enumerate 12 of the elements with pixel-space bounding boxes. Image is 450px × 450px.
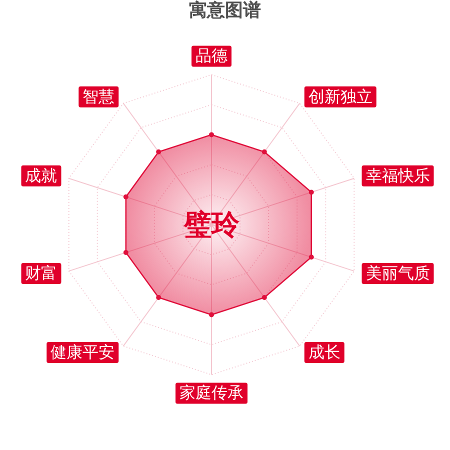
- spoke-label: 幸福快乐: [366, 166, 430, 185]
- annotations: 璧玲: [184, 209, 240, 240]
- spoke-label: 创新独立: [308, 88, 372, 106]
- spoke-label: 财富: [25, 264, 58, 283]
- spoke-label: 成长: [308, 344, 340, 362]
- spoke-label: 健康平安: [50, 344, 115, 362]
- chart-title: 寓意图谱: [189, 0, 261, 20]
- spoke-label: 成就: [25, 166, 58, 185]
- spoke-label: 美丽气质: [366, 264, 430, 283]
- spoke-label: 智慧: [82, 88, 115, 106]
- spoke-label: 家庭传承: [180, 384, 244, 402]
- spoke-label: 品德: [196, 48, 228, 66]
